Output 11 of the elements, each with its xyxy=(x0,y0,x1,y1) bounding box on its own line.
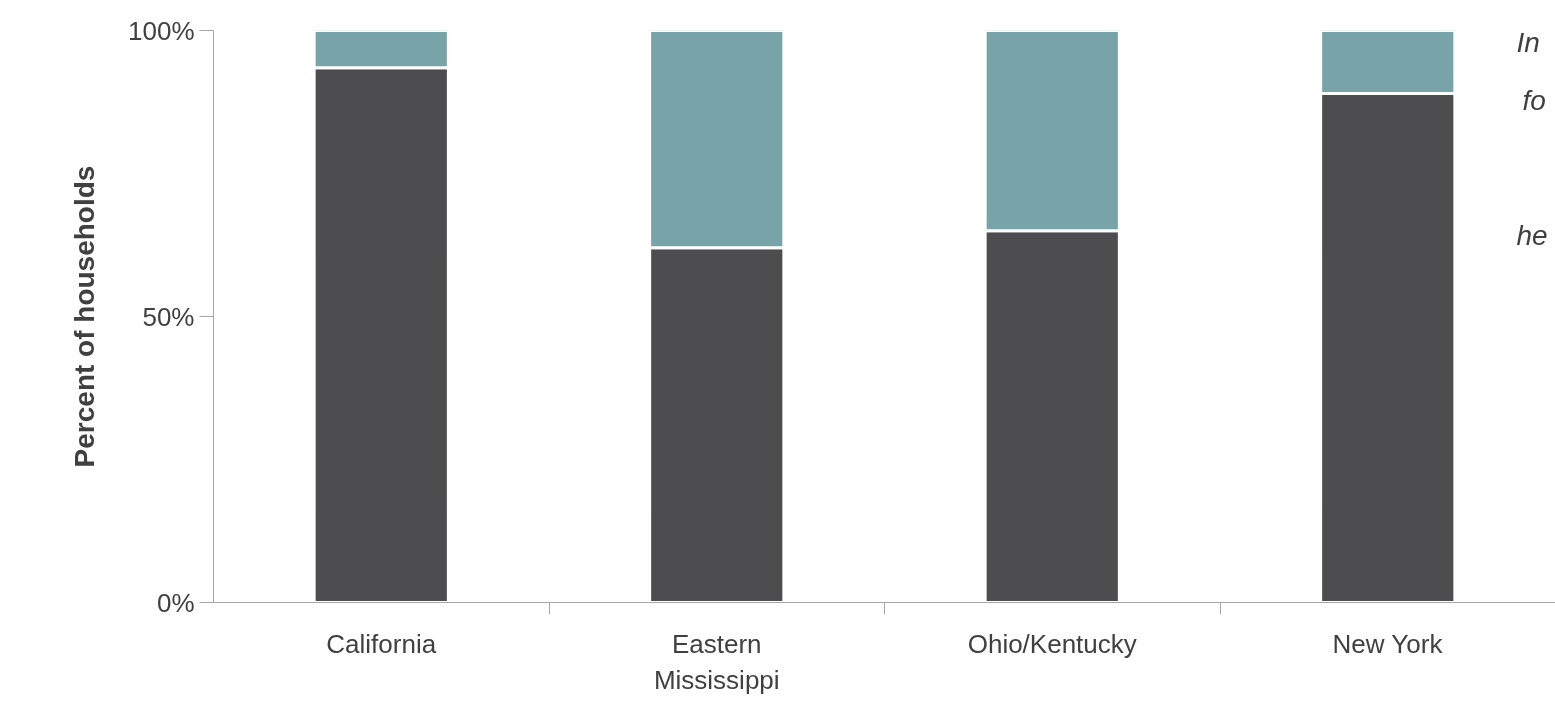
annotation: he xyxy=(1516,220,1548,251)
y-tick-label: 50% xyxy=(142,301,195,332)
annotation: In xyxy=(1516,27,1540,58)
x-tick-label: Ohio/Kentucky xyxy=(967,628,1137,659)
y-axis-title: Percent of households xyxy=(69,165,100,468)
y-tick-label: 0% xyxy=(156,587,195,618)
x-tick-label: New York xyxy=(1332,628,1444,659)
annotation: fo xyxy=(1522,85,1546,116)
x-tick-label: Eastern Mississippi xyxy=(653,628,780,695)
y-tick-label: 100% xyxy=(128,15,195,46)
x-tick-label: California xyxy=(326,628,437,659)
